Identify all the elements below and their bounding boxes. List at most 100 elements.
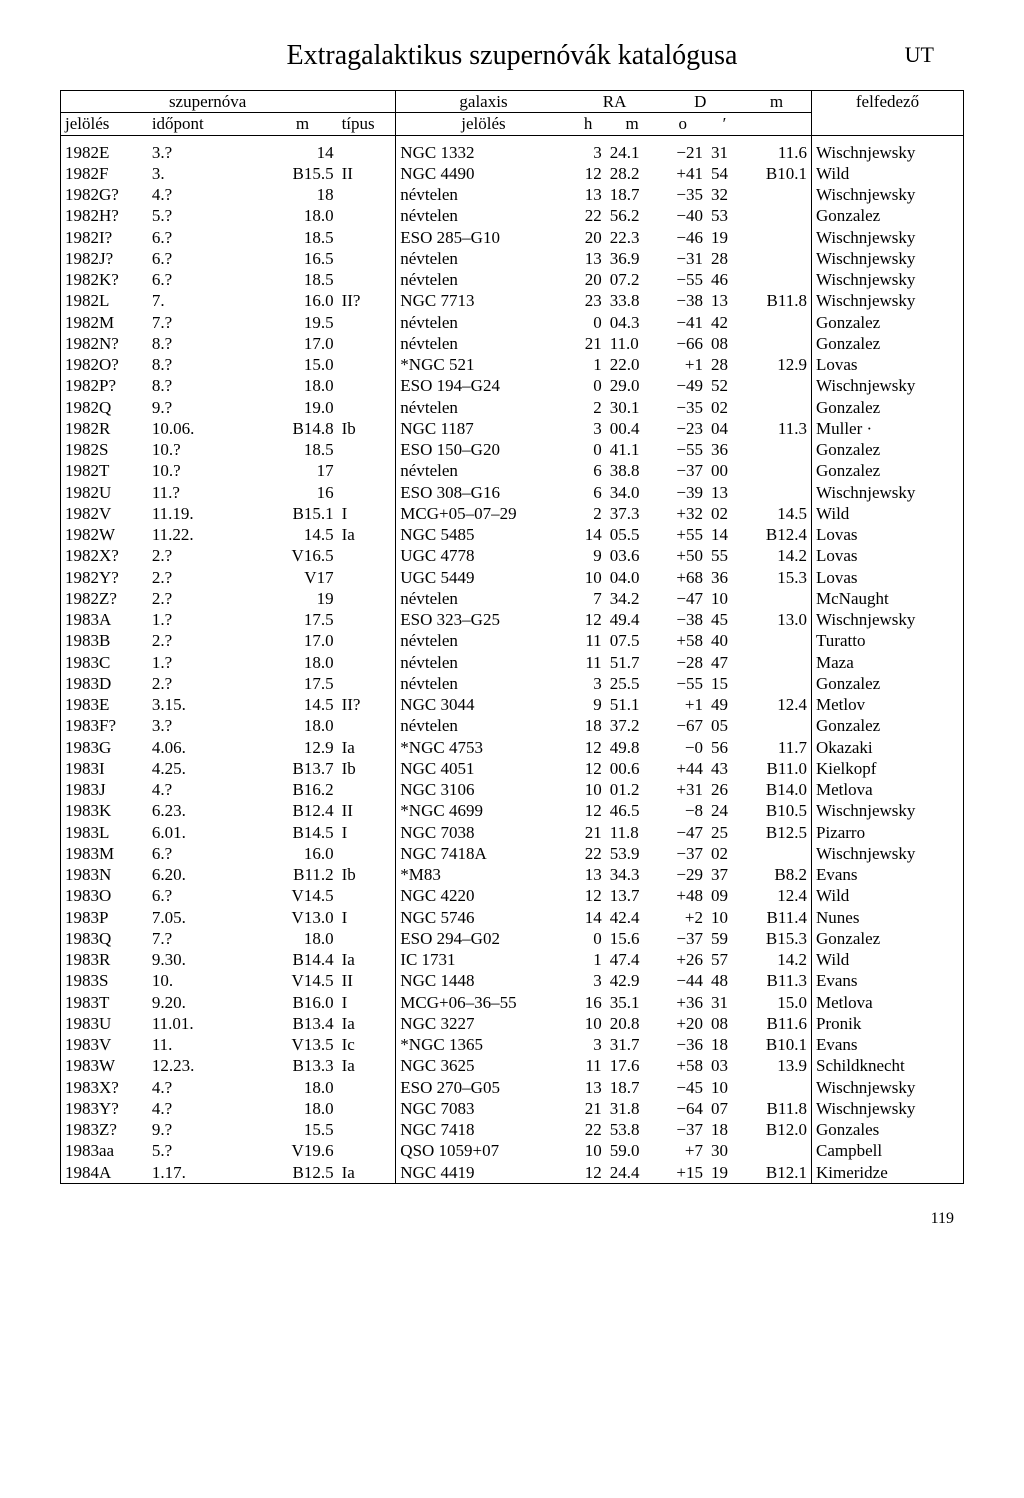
cell: 13.9 (742, 1055, 811, 1076)
cell: Maza (812, 652, 964, 673)
cell: 19.0 (267, 397, 337, 418)
table-row: 1984A1.17.B12.5IaNGC 44191224.4+1519B12.… (61, 1162, 964, 1184)
cell: 42 (707, 312, 742, 333)
cell: 1983F? (61, 715, 148, 736)
cell: Nunes (812, 907, 964, 928)
cell: 9.30. (148, 949, 268, 970)
cell: NGC 3625 (396, 1055, 571, 1076)
cell: 52 (707, 375, 742, 396)
hdr-ra: RA (571, 91, 659, 113)
table-row: 1983D2.?17.5névtelen325.5−5515Gonzalez (61, 673, 964, 694)
cell: Ib (338, 758, 396, 779)
cell (338, 609, 396, 630)
cell: B15.1 (267, 503, 337, 524)
cell: 11.22. (148, 524, 268, 545)
cell: 49.4 (606, 609, 659, 630)
cell (338, 248, 396, 269)
cell: 11 (571, 1055, 606, 1076)
cell: IC 1731 (396, 949, 571, 970)
cell: 12 (571, 758, 606, 779)
cell: 1982N? (61, 333, 148, 354)
cell: +31 (659, 779, 707, 800)
cell: B16.2 (267, 779, 337, 800)
cell: 1984A (61, 1162, 148, 1184)
cell: ESO 194–G24 (396, 375, 571, 396)
cell (338, 779, 396, 800)
cell: Ia (338, 949, 396, 970)
cell: −64 (659, 1098, 707, 1119)
cell: 02 (707, 503, 742, 524)
table-row: 1982P?8.?18.0ESO 194–G24029.0−4952Wischn… (61, 375, 964, 396)
cell: 18.0 (267, 715, 337, 736)
cell: 1983C (61, 652, 148, 673)
cell: 13.0 (742, 609, 811, 630)
cell (338, 205, 396, 226)
hdr-d: D (659, 91, 742, 113)
cell: +55 (659, 524, 707, 545)
cell: −66 (659, 333, 707, 354)
cell: B16.0 (267, 992, 337, 1013)
table-row: 1983L6.01.B14.5INGC 70382111.8−4725B12.5… (61, 822, 964, 843)
cell: 2.? (148, 567, 268, 588)
cell: 11.8 (606, 822, 659, 843)
cell: 1983B (61, 630, 148, 651)
cell: B15.5 (267, 163, 337, 184)
cell: 10 (707, 1077, 742, 1098)
cell: *NGC 521 (396, 354, 571, 375)
cell: −31 (659, 248, 707, 269)
cell: 7 (571, 588, 606, 609)
cell: +50 (659, 545, 707, 566)
cell: 48 (707, 970, 742, 991)
cell: 6.? (148, 248, 268, 269)
cell: 31.8 (606, 1098, 659, 1119)
cell: 12 (571, 609, 606, 630)
cell: 49 (707, 694, 742, 715)
cell: 14.5 (267, 694, 337, 715)
cell: +32 (659, 503, 707, 524)
cell: ESO 285–G10 (396, 227, 571, 248)
cell: Ib (338, 864, 396, 885)
cell: Ia (338, 1162, 396, 1184)
cell: 18.0 (267, 1077, 337, 1098)
cell: *NGC 1365 (396, 1034, 571, 1055)
hdr-m2: m (606, 113, 659, 135)
cell: 07.2 (606, 269, 659, 290)
cell: 1982H? (61, 205, 148, 226)
table-row: 1983B2.?17.0névtelen1107.5+5840Turatto (61, 630, 964, 651)
cell: Wild (812, 503, 964, 524)
cell (338, 184, 396, 205)
cell: 13.7 (606, 885, 659, 906)
cell: 12 (571, 737, 606, 758)
cell: 55 (707, 545, 742, 566)
cell: névtelen (396, 652, 571, 673)
cell: +58 (659, 1055, 707, 1076)
cell: 03 (707, 1055, 742, 1076)
cell: 45 (707, 609, 742, 630)
table-row: 1983K6.23.B12.4II*NGC 46991246.5−824B10.… (61, 800, 964, 821)
cell: 14 (267, 142, 337, 163)
cell: 42.4 (606, 907, 659, 928)
cell: NGC 1187 (396, 418, 571, 439)
cell: *M83 (396, 864, 571, 885)
cell (742, 205, 811, 226)
hdr-min: ′ (707, 113, 742, 135)
cell (742, 375, 811, 396)
cell: 2.? (148, 673, 268, 694)
cell: 31 (707, 992, 742, 1013)
cell (338, 715, 396, 736)
cell: 4.? (148, 1077, 268, 1098)
table-row: 1983V11.V13.5Ic*NGC 1365331.7−3618B10.1E… (61, 1034, 964, 1055)
cell: 3 (571, 673, 606, 694)
cell (742, 312, 811, 333)
cell: B14.5 (267, 822, 337, 843)
cell: 18.0 (267, 375, 337, 396)
cell: −37 (659, 1119, 707, 1140)
cell: +68 (659, 567, 707, 588)
table-body: 1982E3.?14NGC 1332324.1−213111.6Wischnje… (61, 142, 964, 1184)
cell: B11.8 (742, 1098, 811, 1119)
table-row: 1983J4.?B16.2NGC 31061001.2+3126B14.0Met… (61, 779, 964, 800)
hdr-tipus: típus (338, 113, 396, 135)
table-row: 1982T10.?17névtelen638.8−3700Gonzalez (61, 460, 964, 481)
cell (338, 652, 396, 673)
table-row: 1983Z?9.?15.5NGC 74182253.8−3718B12.0Gon… (61, 1119, 964, 1140)
